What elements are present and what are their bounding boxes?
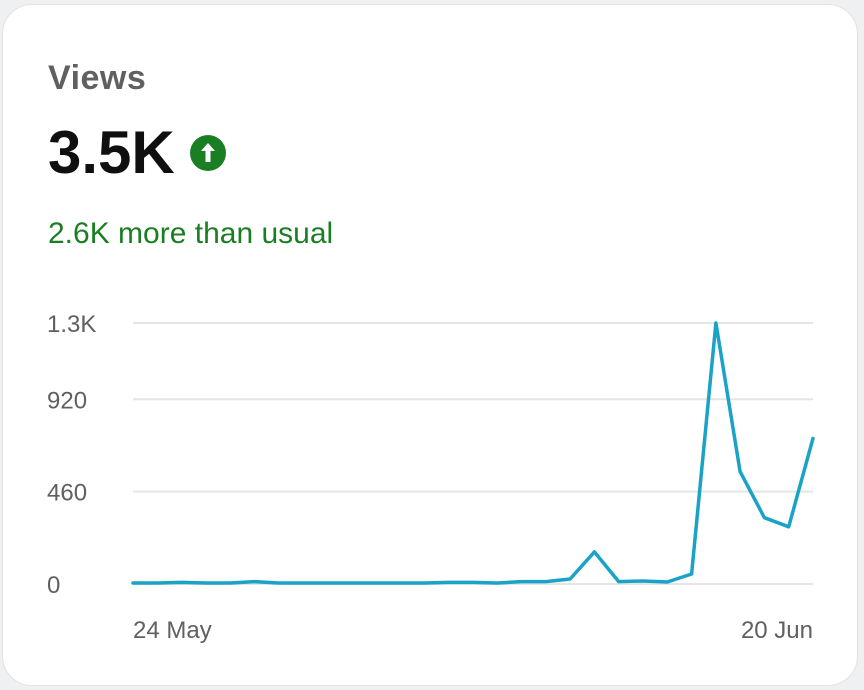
arrow-up-circle-icon bbox=[189, 135, 226, 171]
views-series-line bbox=[131, 321, 815, 585]
y-tick-label: 1.3K bbox=[47, 311, 96, 338]
x-tick-label-end: 20 Jun bbox=[741, 617, 813, 644]
y-tick-label: 0 bbox=[47, 572, 60, 599]
comparison-text: 2.6K more than usual bbox=[48, 217, 334, 250]
card-title: Views bbox=[48, 59, 147, 97]
x-axis-ticks: 24 May 20 Jun bbox=[133, 617, 813, 644]
metric-row: 3.5K bbox=[48, 123, 227, 183]
x-tick-label-start: 24 May bbox=[133, 617, 212, 644]
views-value: 3.5K bbox=[48, 119, 175, 186]
y-tick-label: 920 bbox=[47, 387, 87, 414]
y-axis-ticks: 1.3K 920 460 0 bbox=[47, 311, 96, 599]
y-tick-label: 460 bbox=[47, 480, 87, 507]
